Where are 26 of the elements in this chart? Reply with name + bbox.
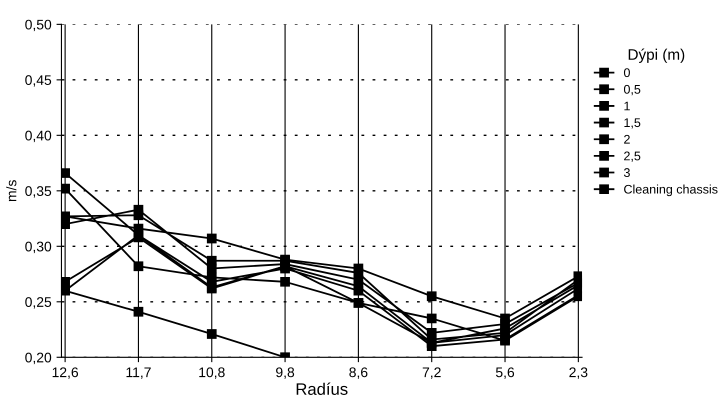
legend-label: 0,5 (624, 84, 640, 96)
legend-label: 2,5 (624, 152, 640, 162)
legend-label: 3 (624, 168, 630, 178)
legend-label: 1,5 (624, 118, 640, 129)
y-tick-label: 0,30 (25, 242, 52, 254)
x-tick-label: 11,7 (126, 368, 151, 379)
x-axis-title: Radíus (296, 382, 348, 395)
legend-title: Dýpi (m) (628, 48, 684, 63)
y-tick-label: 0,25 (25, 297, 52, 309)
y-tick-label: 0,45 (25, 75, 52, 87)
x-tick-label: 2,3 (569, 367, 588, 379)
x-tick-label: 7,2 (422, 367, 441, 379)
legend-label: 1 (624, 102, 630, 110)
y-axis-title: m/s (6, 180, 16, 202)
x-tick-label: 8,6 (349, 367, 368, 379)
x-tick-label: 10,8 (199, 367, 225, 379)
x-tick-label: 12,6 (52, 367, 78, 379)
y-tick-label: 0,20 (25, 352, 52, 364)
x-tick-label: 5,6 (496, 367, 514, 379)
y-tick-label: 0,40 (25, 130, 52, 142)
legend-label: 0 (624, 68, 630, 78)
legend-label: Cleaning chassis (624, 184, 718, 196)
y-tick-label: 0,50 (25, 20, 52, 32)
y-tick-label: 0,35 (25, 186, 52, 198)
legend-label: 2 (624, 134, 630, 144)
x-tick-label: 9,8 (276, 367, 294, 379)
